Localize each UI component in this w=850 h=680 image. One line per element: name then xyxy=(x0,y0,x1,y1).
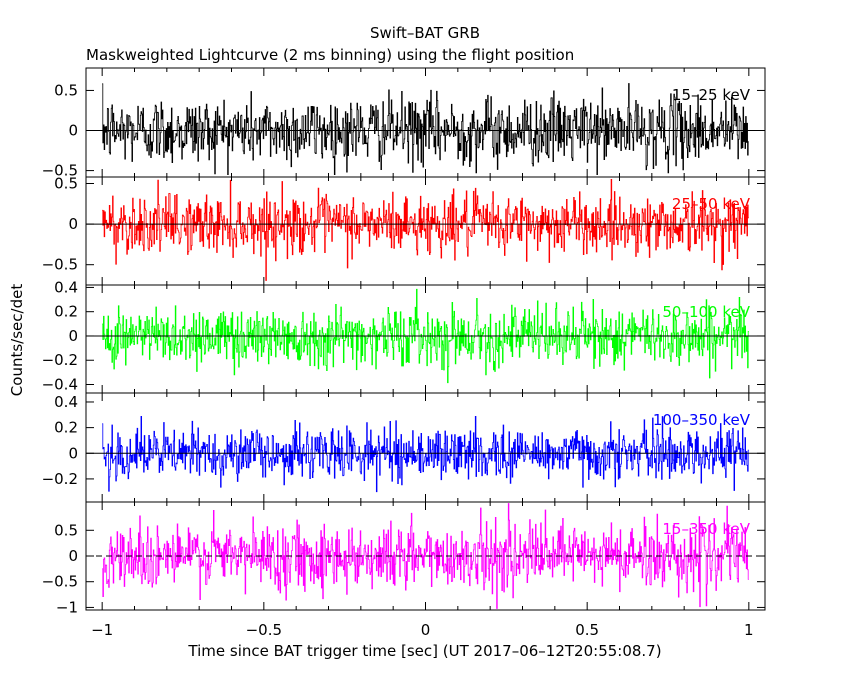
y-tick-label: −1 xyxy=(56,598,78,616)
y-tick-label: 0.4 xyxy=(54,278,78,296)
lightcurve-series xyxy=(102,415,749,493)
series-label: 25–50 keV xyxy=(672,195,751,213)
lightcurve-series xyxy=(102,179,749,281)
lightcurve-series xyxy=(102,288,749,384)
panel-2: −0.5 0 0.5 25–50 keV xyxy=(42,174,766,286)
y-tick-label: 0.5 xyxy=(54,81,78,99)
y-tick-label: 0.5 xyxy=(54,174,78,192)
y-tick-label: 0.2 xyxy=(54,303,78,321)
panel-1: −0.5 0 0.5 15–25 keV xyxy=(42,67,766,180)
panels-group: −0.500.5 15–25 keV−0.500.525–50 keV−0.4−0… xyxy=(42,67,766,639)
y-tick-label: −0.4 xyxy=(42,376,78,394)
series-label: 15–350 keV xyxy=(662,520,750,538)
y-tick-label: 0 xyxy=(68,327,78,345)
y-tick-label: 0.5 xyxy=(54,521,78,539)
series-label: 100–350 keV xyxy=(653,411,751,429)
lightcurve-series xyxy=(102,83,749,175)
chart-title: Swift–BAT GRB xyxy=(370,24,480,42)
y-tick-label: −0.2 xyxy=(42,470,78,488)
y-tick-label: −0.5 xyxy=(42,256,78,274)
x-tick-label: 0 xyxy=(421,621,431,639)
x-tick-label: 0.5 xyxy=(575,621,599,639)
y-tick-label: −0.5 xyxy=(42,162,78,180)
x-tick-label: −0.5 xyxy=(246,621,282,639)
series-label: 50–100 keV xyxy=(662,303,750,321)
y-tick-label: 0 xyxy=(68,215,78,233)
y-tick-label: 0.2 xyxy=(54,419,78,437)
y-tick-label: 0 xyxy=(68,122,78,140)
y-tick-label: −0.5 xyxy=(42,573,78,591)
x-tick-label: −1 xyxy=(91,621,113,639)
chart-subtitle: Maskweighted Lightcurve (2 ms binning) u… xyxy=(86,46,574,64)
y-tick-label: −0.2 xyxy=(42,351,78,369)
y-axis-label: Counts/sec/det xyxy=(8,284,26,397)
y-tick-label: 0 xyxy=(68,444,78,462)
x-tick-label: 1 xyxy=(744,621,754,639)
lightcurve-series xyxy=(102,503,749,609)
panel-5: −1 −0.5 0 0.5 15–350 keV xyxy=(42,501,766,616)
y-tick-label: 0.4 xyxy=(54,393,78,411)
y-tick-label: 0 xyxy=(68,547,78,565)
series-label: 15–25 keV xyxy=(672,86,751,104)
panel-3: −0.4 −0.2 0 0.2 0.4 50–100 keV xyxy=(42,278,766,394)
panel-4: −0.2 0 0.2 0.4 100–350 keV xyxy=(42,392,766,503)
x-axis-label: Time since BAT trigger time [sec] (UT 20… xyxy=(187,642,661,660)
